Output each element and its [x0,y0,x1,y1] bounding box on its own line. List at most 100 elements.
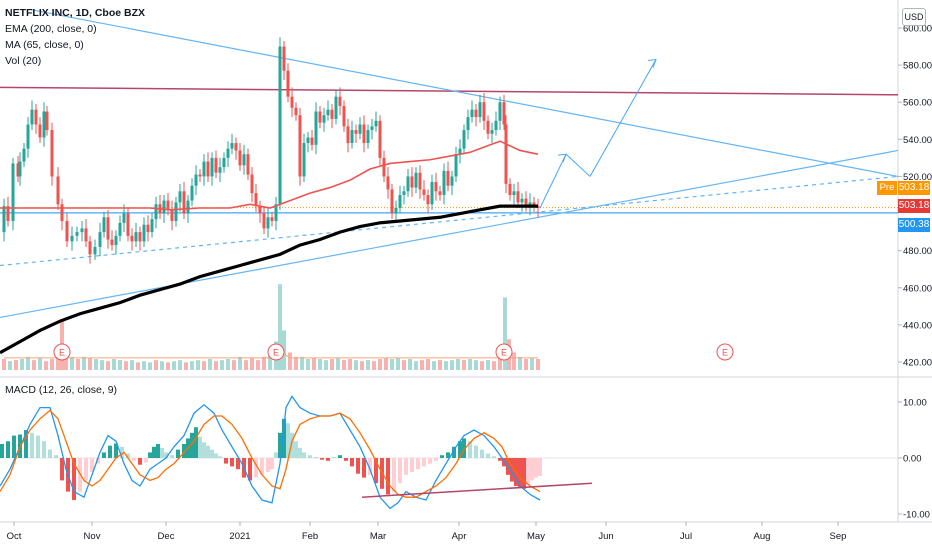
candle-body [254,193,258,207]
macd-histogram-bar [96,458,100,464]
candle-body [182,191,186,214]
macd-histogram-bar [160,447,164,458]
candle-body [438,191,442,195]
time-tick-label: May [527,531,545,542]
candle-body [482,102,486,121]
candle-body [504,124,508,184]
candle-body [98,232,102,247]
dashed-trendline [0,175,899,267]
candle-body [138,232,142,242]
volume-bar [106,361,110,370]
macd-histogram-bar [368,458,372,475]
volume-bar [414,361,418,370]
macd-legend[interactable]: MACD (12, 26, close, 9) [5,384,118,396]
lower-trendline [0,149,899,319]
volume-bar [294,356,298,370]
candle-body [114,235,118,246]
candle-body [414,172,418,188]
macd-histogram-bar [474,445,478,458]
candle-body [262,213,266,229]
macd-histogram-bar [326,458,330,461]
candle-body [520,198,524,203]
macd-histogram-bar [538,458,542,476]
time-tick-label: Oct [7,531,22,542]
candle-body [70,235,74,242]
ma-legend[interactable]: MA (65, close, 0) [5,39,84,51]
macd-histogram-bar [350,458,354,467]
volume-legend[interactable]: Vol (20) [5,55,42,67]
macd-histogram-bar [386,458,390,495]
candle-body [446,170,450,186]
volume-bar [148,362,152,370]
ema-legend[interactable]: EMA (200, close, 0) [5,23,97,35]
resistance-line [0,86,899,96]
volume-bar [366,360,370,370]
volume-bar [268,354,272,370]
volume-bar [172,361,176,370]
macd-histogram-bar [320,458,324,460]
volume-bar [278,284,282,370]
macd-histogram-bar [108,445,112,458]
volume-bar [262,356,266,370]
candle-body [258,206,262,214]
candle-body [378,120,382,158]
candle-body [394,207,398,214]
ema200-line [0,204,538,355]
price-tick-label: 580.00 [903,61,932,72]
volume-bar [456,359,460,370]
earnings-marker [716,343,734,361]
volume-bar [390,359,394,370]
candle-body [334,96,338,119]
candle-body [354,130,358,134]
candle-body [102,217,106,233]
macd-histogram-bar [114,443,118,458]
candle-body [210,157,214,177]
volume-bar [130,360,134,370]
candle-body [50,130,54,177]
time-tick-label: Nov [84,531,101,542]
macd-histogram-bar [278,432,282,458]
volume-bar [100,360,104,370]
volume-bar [118,360,122,370]
candle-body [418,172,422,190]
volume-bar [70,356,74,370]
volume-bar [384,357,388,370]
candle-body [350,130,354,144]
candle-body [118,222,122,236]
candle-body [426,195,430,205]
volume-bar [166,362,170,370]
macd-histogram-bar [120,446,124,458]
candle-body [60,204,64,221]
macd-histogram-bar [308,455,312,458]
macd-histogram-bar [202,442,206,458]
currency-button[interactable]: USD [902,8,926,26]
macd-histogram-bar [6,441,10,458]
volume-bar [32,360,36,370]
volume-bar [178,360,182,370]
macd-histogram-bar [260,458,264,475]
candle-body [318,111,322,123]
candle-body [502,102,506,125]
volume-bar [214,361,218,370]
volume-bar [518,356,522,370]
candle-body [386,176,390,190]
price-tick-label: 460.00 [903,283,932,294]
candle-body [430,182,434,205]
candle-body [422,189,426,195]
candle-body [270,217,274,221]
volume-bar [336,357,340,370]
candle-body [338,96,342,106]
macd-histogram-bar [90,458,94,472]
volume-bar [184,362,188,370]
candle-body [242,154,246,166]
candle-body [528,202,532,207]
volume-bar [232,360,236,370]
candle-body [93,246,97,255]
candle-body [402,191,406,195]
macd-histogram-bar [286,423,290,458]
macd-histogram-bar [404,458,408,475]
macd-histogram-bar [148,452,152,458]
candle-body [486,120,490,134]
volume-bar [324,360,328,370]
